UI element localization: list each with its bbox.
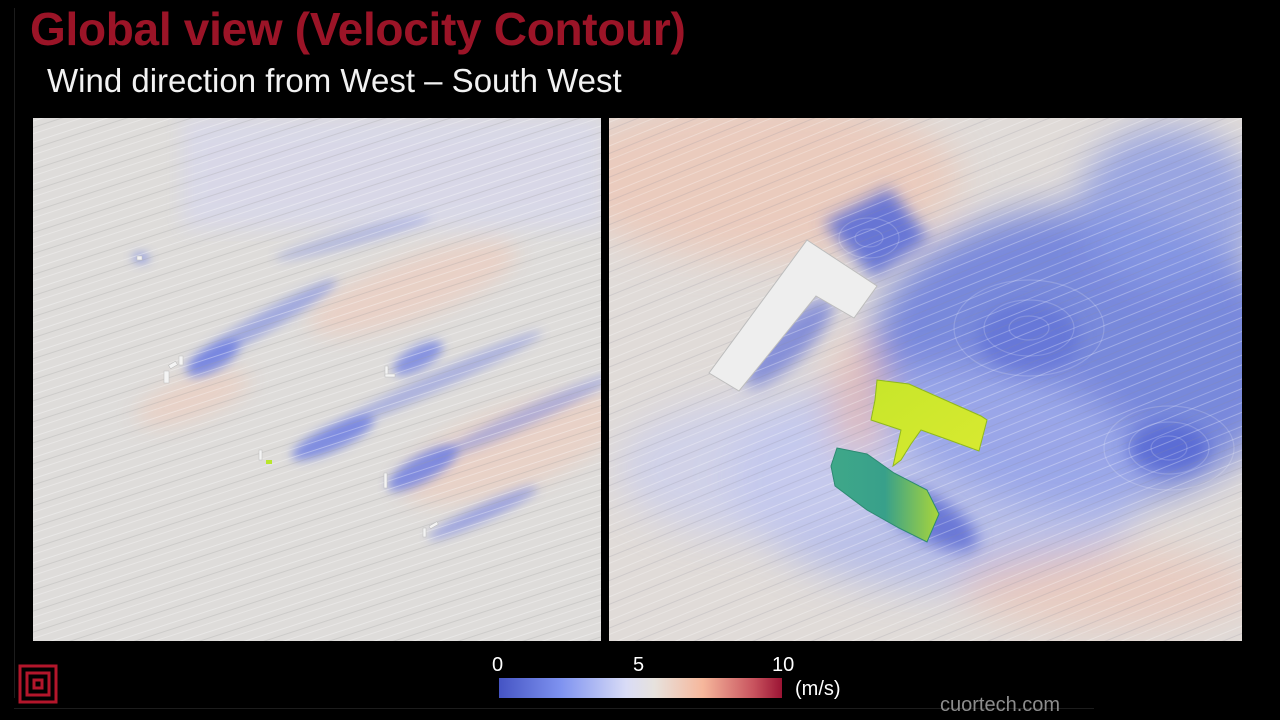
building-l-shaped	[708, 239, 878, 392]
colorbar-tick-min: 0	[492, 654, 504, 676]
right-velocity-contour-image	[609, 118, 1242, 641]
slide-title: Global view (Velocity Contour)	[30, 3, 686, 55]
footer-brand: cuortech.com	[940, 694, 1061, 716]
colorbar-unit: (m/s)	[795, 678, 841, 700]
left-velocity-contour-panel	[33, 118, 601, 641]
slide-subtitle: Wind direction from West – South West	[47, 62, 622, 99]
right-velocity-contour-panel	[609, 118, 1242, 641]
slide-frame-left	[14, 8, 15, 698]
velocity-colorbar	[499, 678, 782, 698]
colorbar-tick-max: 10	[772, 654, 795, 676]
concentric-square-logo-icon	[18, 664, 58, 704]
colorbar-tick-mid: 5	[633, 654, 645, 676]
slide-frame-bottom	[14, 708, 1094, 709]
left-velocity-contour-image	[33, 118, 601, 641]
